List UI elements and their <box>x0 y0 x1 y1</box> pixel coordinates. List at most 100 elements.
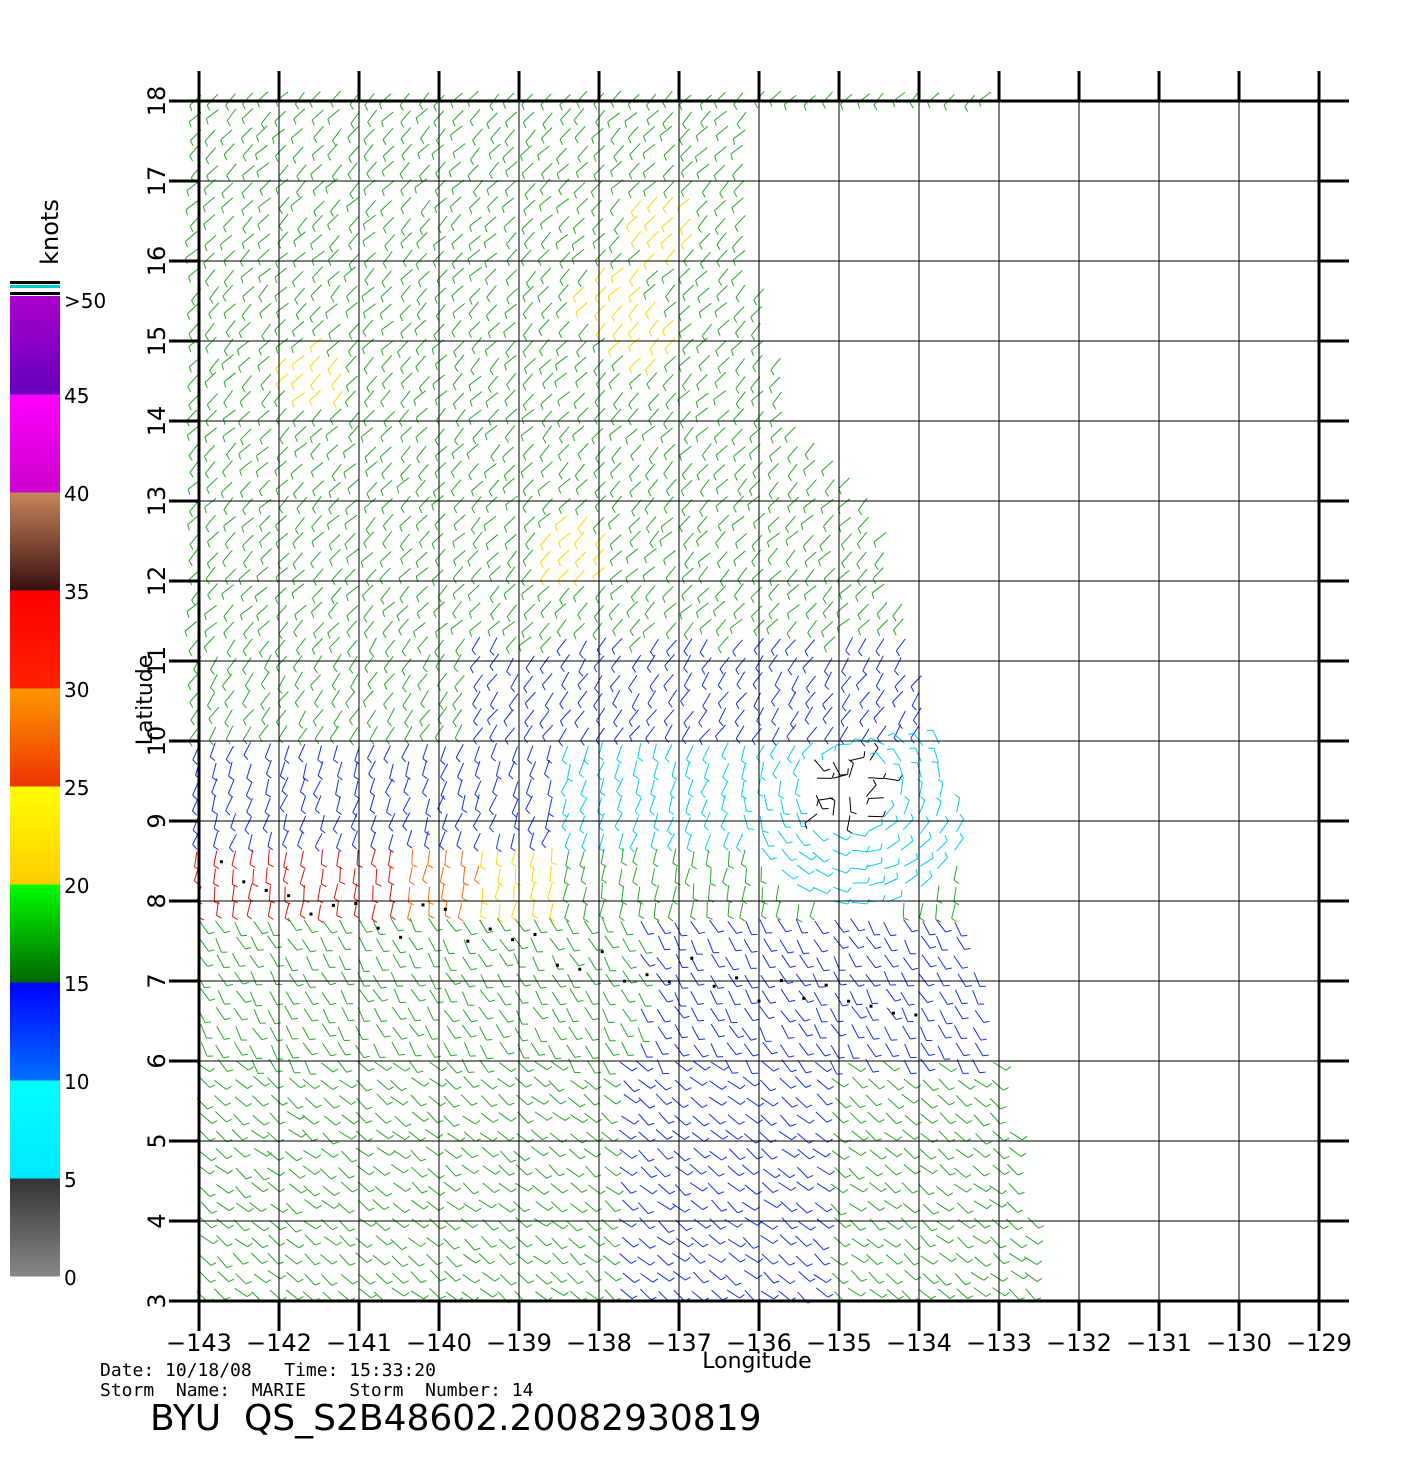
wind-barb <box>230 813 237 832</box>
wind-barb <box>338 1095 357 1105</box>
wind-barb <box>921 1007 935 1022</box>
wind-barb <box>625 548 639 564</box>
wind-barb <box>302 1042 318 1056</box>
wind-barb <box>610 655 621 674</box>
wind-barb <box>502 621 516 637</box>
wind-barb <box>311 409 322 427</box>
wind-barb <box>215 1130 233 1143</box>
wind-barb <box>274 639 286 658</box>
wind-barb <box>284 1254 303 1265</box>
wind-barb <box>541 673 553 691</box>
wind-barb <box>292 532 304 549</box>
wind-barb <box>549 903 556 922</box>
wind-barb <box>309 337 323 354</box>
wind-barb <box>203 445 215 462</box>
wind-barb <box>532 956 545 971</box>
wind-barb <box>258 479 270 497</box>
wind-barb <box>392 1026 408 1040</box>
wind-barb <box>204 235 217 252</box>
wind-barb <box>479 1132 498 1142</box>
wind-barb <box>474 865 480 885</box>
wind-barb <box>274 110 287 128</box>
wind-barb <box>257 620 270 637</box>
wind-barb <box>718 707 727 726</box>
wind-barb <box>414 178 428 194</box>
wind-barb <box>254 586 268 603</box>
wind-barb <box>197 954 214 967</box>
wind-barb <box>215 1147 233 1160</box>
wind-barb <box>830 1183 849 1194</box>
wind-barb <box>267 849 274 868</box>
wind-barb <box>531 866 538 885</box>
wind-barb <box>463 1131 481 1142</box>
wind-barb <box>623 1080 640 1093</box>
wind-barb <box>703 812 711 831</box>
wind-barb <box>204 371 217 389</box>
wind-barb <box>730 144 744 161</box>
wind-barb <box>489 637 498 656</box>
wind-barb <box>644 601 655 620</box>
wind-barb <box>812 1238 830 1251</box>
wind-barb <box>411 1181 428 1194</box>
wind-barb <box>488 143 501 160</box>
wind-barb <box>570 1114 589 1124</box>
wind-barb <box>253 1273 272 1284</box>
wind-barb <box>435 161 446 179</box>
wind-barb <box>797 1133 815 1144</box>
wind-barb <box>214 1079 232 1090</box>
wind-barb <box>434 179 446 197</box>
wind-barb <box>310 163 323 180</box>
wind-barb <box>540 393 553 410</box>
wind-barb <box>957 1236 974 1249</box>
wind-barb <box>657 935 671 951</box>
wind-barb <box>479 919 494 934</box>
wind-barb <box>869 751 886 764</box>
wind-barb <box>323 1097 340 1109</box>
wind-barb <box>714 302 728 318</box>
wind-barb <box>922 921 936 936</box>
wind-barb <box>866 955 882 969</box>
wind-barb <box>873 706 885 724</box>
wind-barb <box>692 1115 710 1127</box>
wind-barb <box>426 1253 443 1266</box>
wind-barb <box>258 339 271 356</box>
wind-barb <box>235 1167 252 1180</box>
wind-barb <box>226 442 237 460</box>
wind-barb <box>654 1165 671 1178</box>
wind-barb <box>646 231 659 249</box>
wind-barb <box>205 147 217 165</box>
wind-barb <box>658 1111 675 1124</box>
wind-barb <box>355 1111 373 1124</box>
wind-barb <box>716 249 728 267</box>
wind-barb <box>410 1290 429 1300</box>
wind-barb <box>770 427 783 444</box>
wind-barb <box>542 372 554 390</box>
wind-barb <box>382 251 393 269</box>
wind-barb <box>439 691 448 710</box>
wind-barb <box>399 162 410 180</box>
wind-barb <box>645 585 656 603</box>
wind-barb <box>258 724 269 742</box>
wind-barb <box>211 778 218 797</box>
wind-barb <box>351 830 359 850</box>
lat-tick-label: 17 <box>143 166 171 197</box>
wind-barb <box>804 813 818 829</box>
wind-barb <box>515 1253 534 1265</box>
wind-barb <box>297 727 308 746</box>
wind-barb <box>516 1010 529 1025</box>
wind-barb <box>199 1271 216 1283</box>
wind-barb <box>956 814 965 833</box>
wind-barb <box>523 199 536 216</box>
wind-barb <box>866 989 879 1004</box>
wind-barb <box>269 953 284 967</box>
wind-barb <box>381 270 392 288</box>
wind-barb <box>474 760 481 780</box>
wind-barb <box>449 196 462 213</box>
wind-barb <box>859 709 870 727</box>
wind-barb <box>628 181 640 198</box>
wind-barb <box>363 252 376 269</box>
wind-barb <box>574 551 587 568</box>
wind-barb <box>237 340 250 356</box>
wind-barb <box>690 972 705 986</box>
wind-barb <box>527 816 536 835</box>
